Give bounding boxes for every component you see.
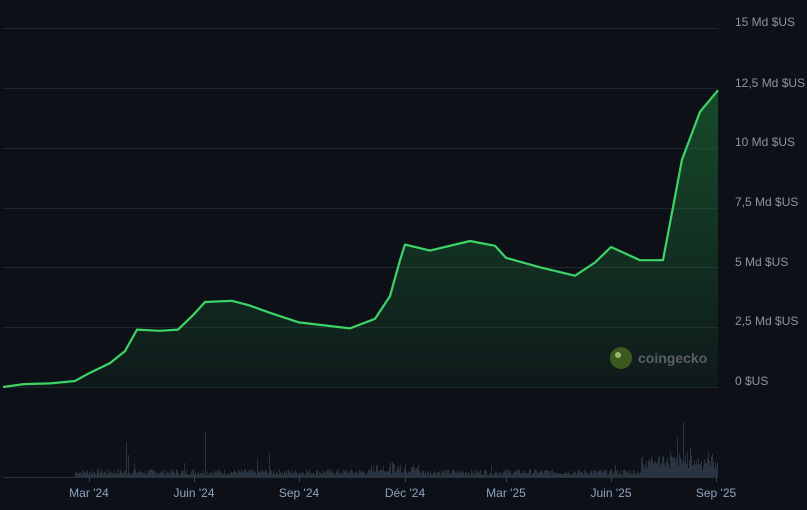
- watermark-text: coingecko: [638, 350, 708, 366]
- coingecko-watermark: coingecko: [610, 347, 707, 369]
- y-tick-label: 15 Md $US: [735, 15, 796, 29]
- y-tick-label: 2,5 Md $US: [735, 314, 799, 328]
- y-tick-label: 5 Md $US: [735, 255, 789, 269]
- y-tick-label: 0 $US: [735, 374, 769, 388]
- market-cap-area: [3, 90, 718, 387]
- coingecko-logo-icon: [610, 347, 632, 369]
- volume-bars: [75, 422, 718, 477]
- market-cap-line[interactable]: [2, 89, 719, 389]
- y-tick-label: 10 Md $US: [735, 135, 796, 149]
- x-tick-label: Sep '24: [278, 486, 320, 500]
- x-axis-ticks: [89, 477, 717, 482]
- y-tick-label: 12,5 Md $US: [735, 76, 806, 90]
- x-tick-label: Sep '25: [695, 486, 737, 500]
- x-tick-label: Mar '24: [69, 486, 109, 500]
- x-tick-label: Déc '24: [384, 486, 426, 500]
- y-tick-label: 7,5 Md $US: [735, 195, 799, 209]
- x-tick-label: Mar '25: [486, 486, 526, 500]
- x-tick-label: Juin '25: [590, 486, 632, 500]
- x-tick-label: Juin '24: [173, 486, 215, 500]
